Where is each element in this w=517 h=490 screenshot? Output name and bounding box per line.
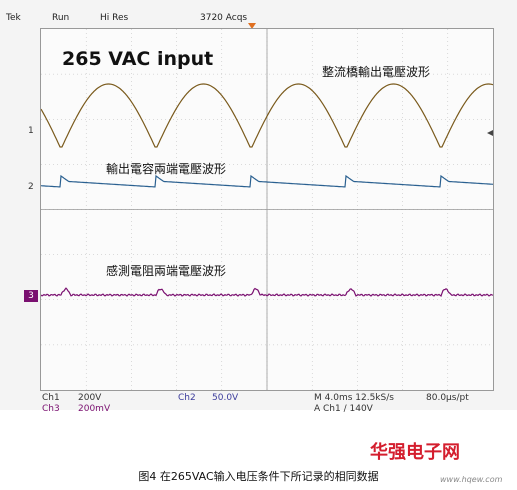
ch2-label: Ch2 — [178, 393, 196, 403]
ch3-label: Ch3 — [42, 404, 60, 414]
ch3-waveform — [41, 287, 493, 297]
status-mode: Hi Res — [100, 13, 129, 23]
ch1-scale: 200V — [78, 393, 102, 403]
ch3-scale: 200mV — [78, 404, 111, 414]
oscilloscope-screenshot: Tek Run Hi Res 3720 Acqs 265 VAC input 整… — [0, 0, 517, 414]
channel3-marker: 3 — [24, 290, 38, 302]
input-voltage-label: 265 VAC input — [62, 48, 214, 70]
ch2-waveform — [41, 174, 493, 188]
channel1-marker: 1 — [28, 126, 34, 136]
watermark-brand: 华强电子网 — [370, 442, 460, 463]
channel2-marker: 2 — [28, 182, 34, 192]
sample-interval-readout: 80.0µs/pt — [426, 393, 469, 403]
status-brand: Tek — [6, 13, 21, 23]
capacitor-waveform-label: 輸出電容兩端電壓波形 — [106, 162, 227, 176]
timebase-readout: M 4.0ms 12.5kS/s — [314, 393, 394, 403]
trigger-position-icon — [248, 23, 256, 29]
status-run: Run — [52, 13, 70, 23]
ch1-label: Ch1 — [42, 393, 60, 403]
resistor-waveform-label: 感測電阻兩端電壓波形 — [106, 264, 227, 278]
rectifier-waveform-label: 整流橋輸出電壓波形 — [322, 65, 431, 79]
ch1-waveform — [41, 83, 493, 148]
figure-caption: 图4 在265VAC输入电压条件下所记录的相同数据 — [138, 470, 379, 483]
waveform-display — [40, 28, 494, 391]
watermark-site: www.hqew.com — [440, 475, 503, 484]
trigger-readout: A Ch1 ∕ 140V — [314, 404, 373, 414]
ch1-reference-arrow-icon — [487, 130, 493, 136]
status-acqs: 3720 Acqs — [200, 13, 248, 23]
ch2-scale: 50.0V — [212, 393, 239, 403]
